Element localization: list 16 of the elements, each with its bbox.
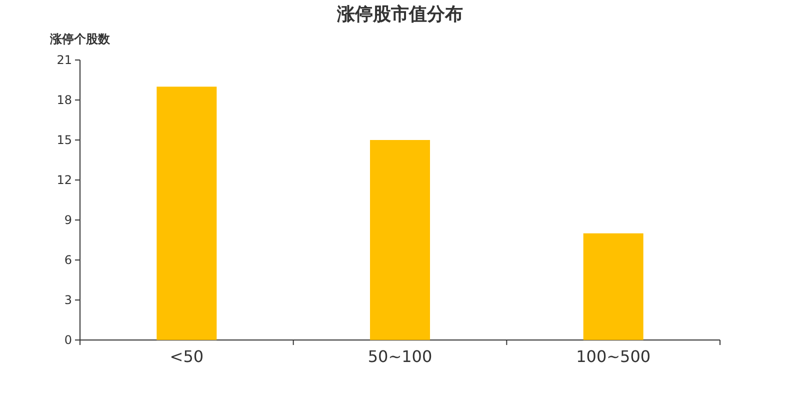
y-tick-label: 21 bbox=[56, 53, 72, 67]
x-tick-label: 100~500 bbox=[576, 347, 651, 366]
y-tick-label: 15 bbox=[56, 133, 72, 147]
bar bbox=[370, 140, 430, 340]
y-tick-label: 9 bbox=[64, 213, 72, 227]
y-axis-title: 涨停个股数 bbox=[49, 32, 111, 46]
x-tick-label: 50~100 bbox=[368, 347, 432, 366]
chart-title: 涨停股市值分布 bbox=[336, 4, 463, 25]
y-tick-label: 6 bbox=[64, 253, 72, 267]
x-tick-label: <50 bbox=[170, 347, 204, 366]
bar bbox=[583, 233, 644, 340]
y-tick-label: 12 bbox=[56, 173, 72, 187]
y-tick-label: 3 bbox=[64, 293, 72, 307]
bar bbox=[156, 86, 217, 340]
y-tick-label: 18 bbox=[56, 93, 72, 107]
y-tick-label: 0 bbox=[64, 333, 72, 347]
